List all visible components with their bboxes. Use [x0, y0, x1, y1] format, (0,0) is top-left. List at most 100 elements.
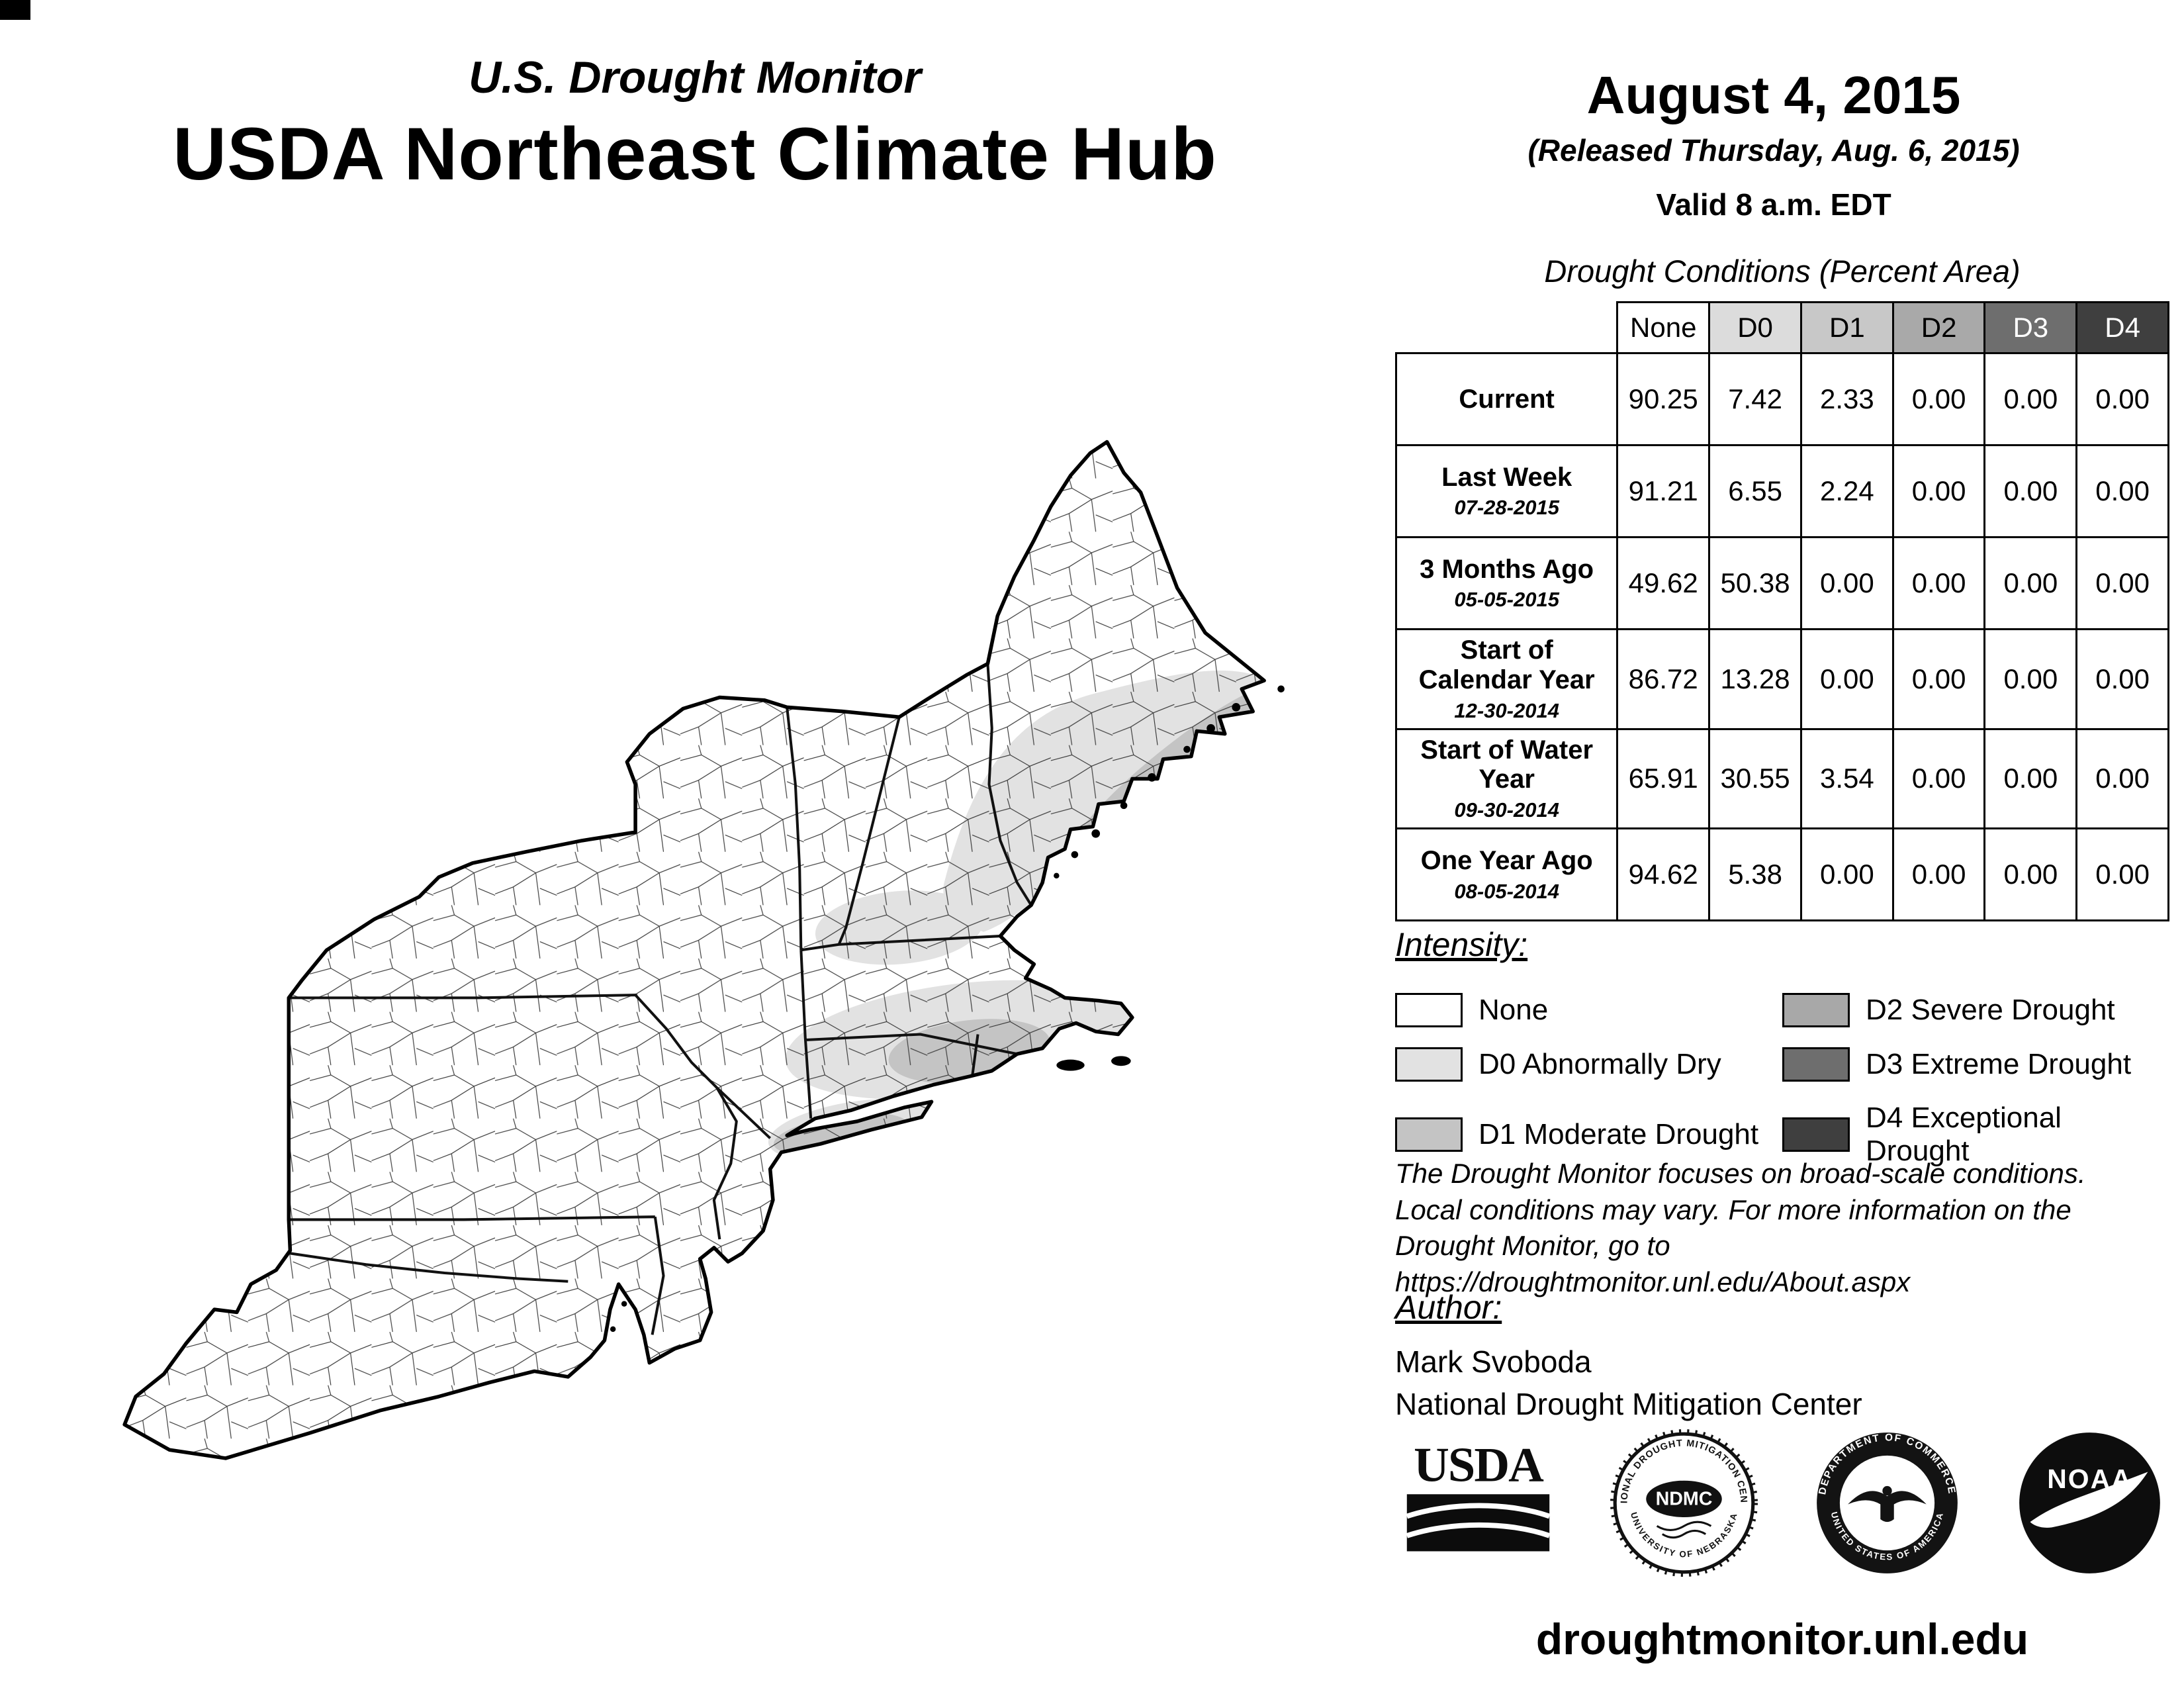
- commerce-seal: DEPARTMENT OF COMMERCE UNITED STATES OF …: [1816, 1432, 1958, 1573]
- value-cell: 91.21: [1616, 444, 1711, 538]
- value-cell: 0.00: [1891, 444, 1986, 538]
- value-cell: 0.00: [1983, 727, 2078, 830]
- disclaimer-line: Drought Monitor, go to https://droughtmo…: [1395, 1230, 1911, 1297]
- column-header-d2: D2: [1891, 301, 1986, 354]
- value-cell: 49.62: [1616, 536, 1711, 630]
- table-row: 3 Months Ago 05-05-2015 49.62 50.38 0.00 0.00…: [1394, 536, 2169, 630]
- table-row: One Year Ago 08-05-2014 94.62 5.38 0.00 0.00 0…: [1394, 827, 2169, 922]
- corner-artifact: [0, 0, 30, 20]
- title-block: U.S. Drought Monitor USDA Northeast Clim…: [40, 52, 1350, 197]
- report-date: August 4, 2015: [1586, 66, 1961, 124]
- table-row: Start of Water Year 09-30-2014 65.91 30.55 3…: [1394, 727, 2169, 830]
- state-boundaries: [289, 663, 1032, 1335]
- legend-label: None: [1479, 994, 1549, 1026]
- value-cell: 0.00: [1983, 352, 2078, 446]
- legend-swatch: [1782, 1047, 1850, 1082]
- northeast-map-svg: [99, 405, 1285, 1501]
- legend-label: D4 Exceptional Drought: [1866, 1102, 2062, 1167]
- value-cell: 0.00: [2075, 628, 2169, 730]
- legend-title: Intensity:: [1395, 926, 1528, 963]
- legend-label: D0 Abnormally Dry: [1479, 1048, 1721, 1080]
- column-header-d3: D3: [1983, 301, 2078, 354]
- date-block: August 4, 2015 (Released Thursday, Aug. …: [1416, 65, 2131, 222]
- row-label: Last Week 07-28-2015: [1394, 444, 1619, 538]
- release-date: (Released Thursday, Aug. 6, 2015): [1527, 133, 2020, 167]
- value-cell: 50.38: [1708, 536, 1802, 630]
- coastal-islands: [610, 685, 1285, 1333]
- value-cell: 0.00: [1799, 628, 1894, 730]
- legend-item: None: [1395, 993, 1782, 1027]
- value-cell: 0.00: [2075, 352, 2169, 446]
- column-header-d0: D0: [1708, 301, 1802, 354]
- legend-item: D4 Exceptional Drought: [1782, 1102, 2169, 1168]
- table-row: Last Week 07-28-2015 91.21 6.55 2.24 0.00 0.00…: [1394, 444, 2169, 538]
- value-cell: 0.00: [1983, 827, 2078, 922]
- row-label: Start of Water Year 09-30-2014: [1394, 727, 1619, 830]
- value-cell: 0.00: [1891, 352, 1986, 446]
- legend-grid: None D0 Abnormally Dry D1 Moderate Drought…: [1395, 993, 2169, 1168]
- ndmc-seal: NATIONAL DROUGHT MITIGATION CENTER UNIVE…: [1610, 1429, 1758, 1577]
- value-cell: 13.28: [1708, 628, 1802, 730]
- valid-time: Valid 8 a.m. EDT: [1656, 187, 1891, 222]
- value-cell: 90.25: [1616, 352, 1711, 446]
- value-cell: 0.00: [2075, 727, 2169, 830]
- disclaimer-text: The Drought Monitor focuses on broad-sca…: [1395, 1156, 2169, 1300]
- column-header-d1: D1: [1799, 301, 1894, 354]
- author-name: Mark Svoboda: [1395, 1344, 1592, 1379]
- legend-item: D3 Extreme Drought: [1782, 1047, 2169, 1082]
- drought-map: [99, 405, 1320, 1501]
- value-cell: 0.00: [1799, 827, 1894, 922]
- value-cell: 0.00: [1799, 536, 1894, 630]
- legend-swatch: [1395, 993, 1463, 1027]
- legend-swatch: [1395, 1117, 1463, 1152]
- county-lines: [124, 442, 1265, 1458]
- value-cell: 0.00: [1891, 727, 1986, 830]
- value-cell: 0.00: [1983, 536, 2078, 630]
- value-cell: 30.55: [1708, 727, 1802, 830]
- value-cell: 7.42: [1708, 352, 1802, 446]
- value-cell: 65.91: [1616, 727, 1711, 830]
- author-heading: Author:: [1395, 1289, 1502, 1326]
- table-row: Start of Calendar Year 12-30-2014 86.72 13.…: [1394, 628, 2169, 730]
- value-cell: 6.55: [1708, 444, 1802, 538]
- drought-conditions-table: None D0 D1 D2 D3 D4 Current 90.25 7.42 2.33 0.00 0…: [1394, 301, 2169, 922]
- value-cell: 94.62: [1616, 827, 1711, 922]
- value-cell: 5.38: [1708, 827, 1802, 922]
- footer-url[interactable]: droughtmonitor.unl.edu: [1535, 1615, 2029, 1664]
- legend-swatch: [1782, 993, 1850, 1027]
- value-cell: 2.33: [1799, 352, 1894, 446]
- value-cell: 0.00: [1983, 628, 2078, 730]
- noaa-bird-shape: [2030, 1472, 2148, 1528]
- legend-label: D1 Moderate Drought: [1479, 1118, 1759, 1150]
- row-label: Start of Calendar Year 12-30-2014: [1394, 628, 1619, 730]
- column-header-d4: D4: [2075, 301, 2169, 354]
- table-header-row: None D0 D1 D2 D3 D4: [1396, 301, 2169, 354]
- author-organization: National Drought Mitigation Center: [1395, 1387, 1862, 1421]
- value-cell: 2.24: [1799, 444, 1894, 538]
- value-cell: 0.00: [2075, 827, 2169, 922]
- logos-row: USDA NATIONAL DROUGHT MITIGATION CENTER …: [1395, 1429, 2169, 1577]
- noaa-logo: NOAA: [2019, 1432, 2160, 1573]
- row-label: Current: [1394, 352, 1619, 446]
- author-block: Author: Mark Svoboda National Drought Mi…: [1395, 1288, 2169, 1422]
- legend-item: D2 Severe Drought: [1782, 993, 2169, 1027]
- row-label: One Year Ago 08-05-2014: [1394, 827, 1619, 922]
- value-cell: 0.00: [1891, 536, 1986, 630]
- table-corner-cell: [1396, 303, 1617, 353]
- value-cell: 0.00: [1891, 628, 1986, 730]
- row-label: 3 Months Ago 05-05-2015: [1394, 536, 1619, 630]
- legend-block: Intensity: None D0 Abnormally Dry D1 Moder…: [1395, 925, 2169, 1168]
- disclaimer-line: Local conditions may vary. For more info…: [1395, 1194, 2071, 1225]
- usda-wordmark: USDA: [1414, 1438, 1544, 1492]
- report-title: U.S. Drought Monitor: [469, 52, 921, 103]
- value-cell: 0.00: [1891, 827, 1986, 922]
- legend-label: D2 Severe Drought: [1866, 994, 2115, 1026]
- value-cell: 0.00: [2075, 444, 2169, 538]
- column-header-none: None: [1616, 301, 1711, 354]
- value-cell: 0.00: [1983, 444, 2078, 538]
- commerce-eagle-emblem: [1847, 1485, 1927, 1523]
- table-row: Current 90.25 7.42 2.33 0.00 0.00 0.00: [1394, 352, 2169, 446]
- legend-swatch: [1395, 1047, 1463, 1082]
- legend-swatch: [1782, 1117, 1850, 1152]
